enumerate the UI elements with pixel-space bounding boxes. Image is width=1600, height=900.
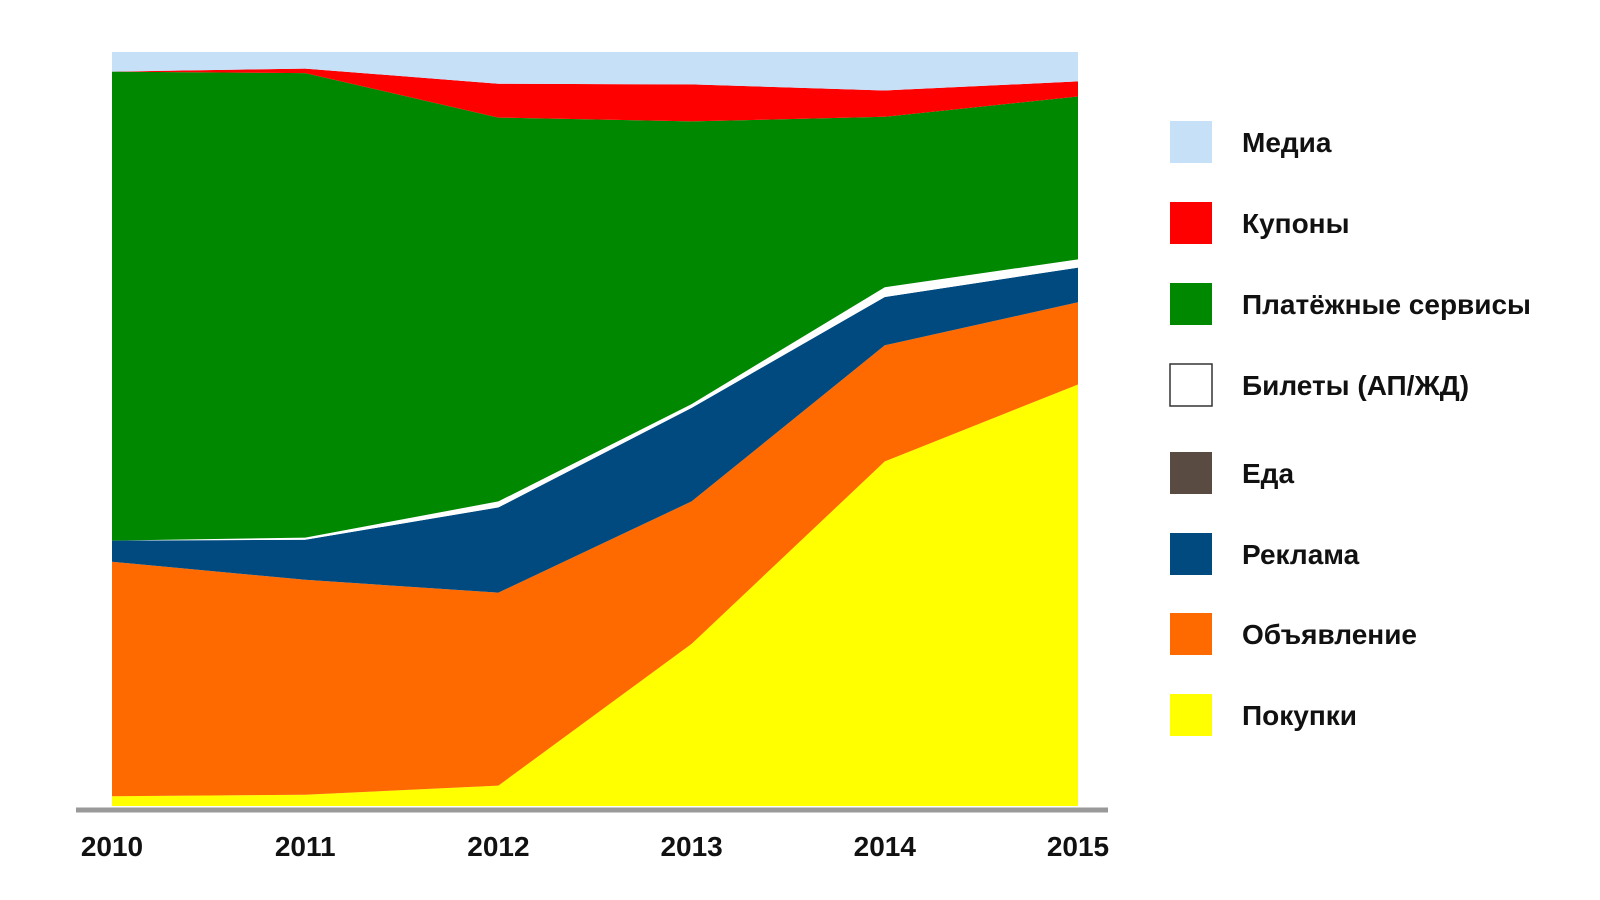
area-series-2: [112, 267, 1078, 593]
legend-swatch-платёжные-сервисы: [1170, 283, 1212, 325]
legend-swatch-объявление: [1170, 613, 1212, 655]
legend-swatch-покупки: [1170, 694, 1212, 736]
legend-swatch-еда: [1170, 452, 1212, 494]
legend-label-объявление: Объявление: [1242, 619, 1417, 650]
area-series-7: [112, 52, 1078, 91]
legend: Медиа Купоны Платёжные сервисы Билеты (АП/Ж…: [1169, 121, 1531, 736]
area-series-1: [112, 302, 1078, 797]
legend-label-реклама: Реклама: [1242, 539, 1360, 570]
x-tick-label: 2010: [81, 831, 143, 862]
legend-label-еда: Еда: [1242, 458, 1294, 489]
area-series-6: [112, 68, 1078, 122]
legend-label-платёжные-сервисы: Платёжные сервисы: [1242, 289, 1531, 320]
legend-label-купоны: Купоны: [1242, 208, 1350, 239]
x-tick-label: 2013: [660, 831, 722, 862]
x-tick-label: 2011: [275, 831, 336, 862]
legend-swatch-купоны: [1170, 202, 1212, 244]
x-tick-label: 2015: [1047, 831, 1109, 862]
legend-label-медиа: Медиа: [1242, 127, 1332, 158]
legend-swatch-билеты-ап-жд: [1169, 363, 1213, 407]
area-series-5: [112, 71, 1078, 541]
legend-label-билеты-ап-жд: Билеты (АП/ЖД): [1242, 370, 1469, 401]
x-tick-label: 2012: [467, 831, 529, 862]
legend-label-покупки: Покупки: [1242, 700, 1357, 731]
legend-swatch-реклама: [1170, 533, 1212, 575]
x-tick-label: 2014: [854, 831, 917, 862]
legend-swatch-медиа: [1170, 121, 1212, 163]
x-axis-ticks: 2010 2011 2012 2013 2014 2015: [81, 831, 1109, 862]
area-series-0: [112, 384, 1078, 806]
chart-areas: [112, 52, 1078, 806]
